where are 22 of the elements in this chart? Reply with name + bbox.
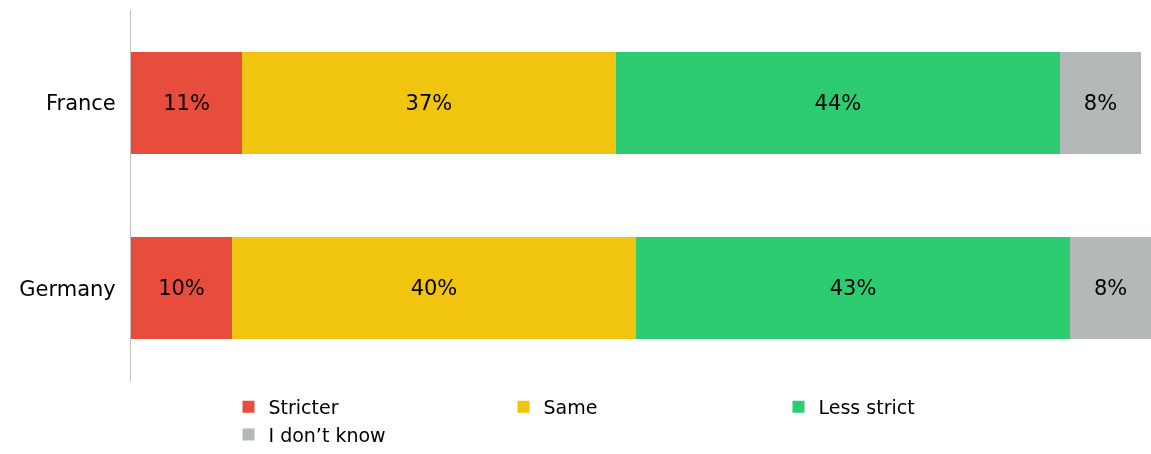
data-label: 8% xyxy=(1093,276,1128,301)
y-tick-label: Germany xyxy=(19,276,116,301)
data-label: 10% xyxy=(158,276,205,301)
data-label: 44% xyxy=(814,90,862,115)
data-label: 37% xyxy=(405,90,453,115)
bar xyxy=(131,237,232,340)
bar xyxy=(1070,237,1151,340)
bar xyxy=(615,51,1061,154)
data-label: 40% xyxy=(410,276,458,301)
bar xyxy=(231,237,636,340)
legend-label: Less strict xyxy=(818,396,915,419)
legend-label: Same xyxy=(543,396,598,419)
data-label: 11% xyxy=(163,90,210,115)
legend-label: Stricter xyxy=(268,396,339,419)
legend-label: I don’t know xyxy=(268,423,386,446)
data-label: 8% xyxy=(1083,90,1118,115)
data-label: 43% xyxy=(829,276,877,301)
bar xyxy=(635,237,1071,340)
y-tick-label: France xyxy=(45,91,116,116)
bar xyxy=(131,51,243,154)
bar xyxy=(242,51,616,154)
bar xyxy=(1060,51,1141,154)
